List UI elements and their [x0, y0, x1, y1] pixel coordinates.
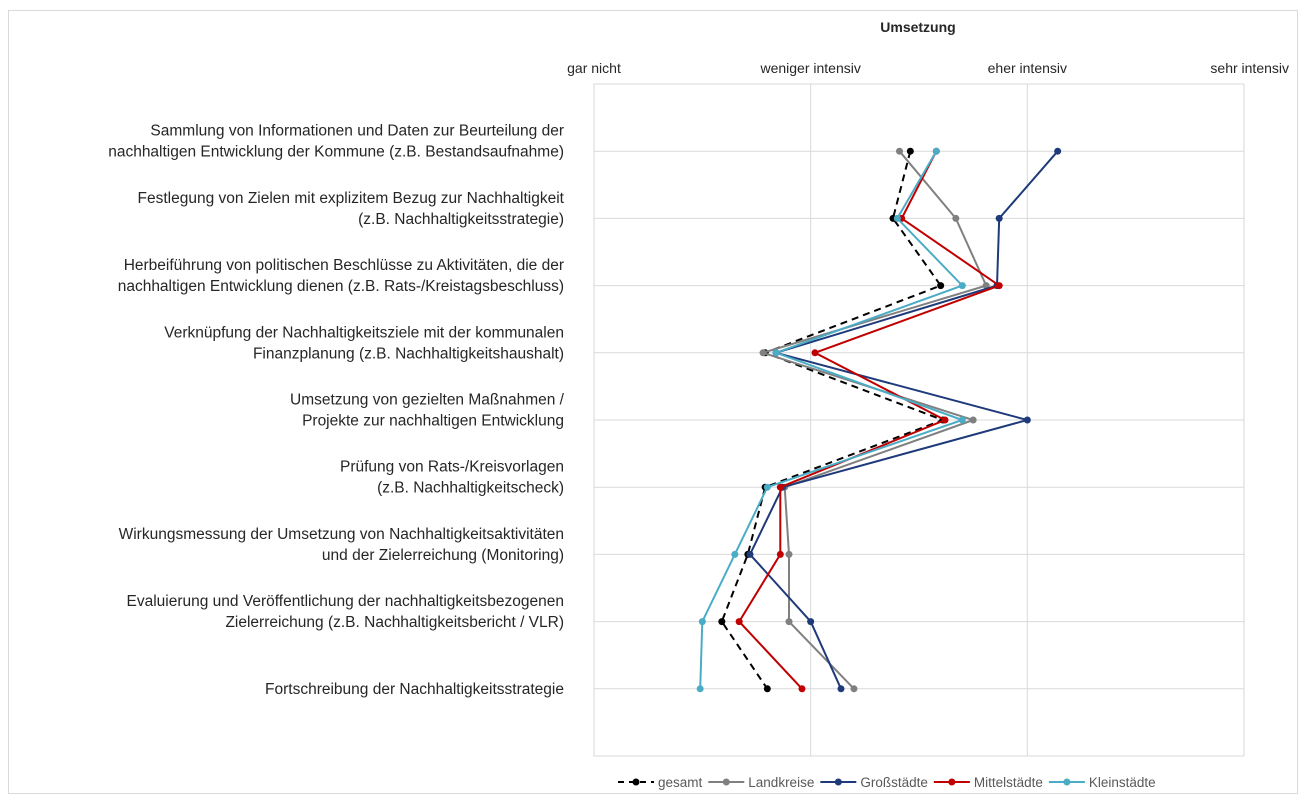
legend-label-gesamt: gesamt	[658, 775, 703, 790]
category-label: Prüfung von Rats-/Kreisvorlagen	[340, 459, 564, 476]
legend-marker-großstädte	[834, 778, 842, 786]
category-label: Zielerreichung (z.B. Nachhaltigkeitsberi…	[225, 614, 564, 631]
data-point-großstädte	[837, 685, 845, 693]
legend-marker-gesamt	[632, 778, 640, 786]
data-point-landkreise	[785, 550, 793, 558]
x-tick-label: sehr intensiv	[1210, 60, 1289, 76]
data-point-kleinstädte	[772, 349, 780, 357]
data-point-großstädte	[807, 618, 815, 626]
data-point-mittelstädte	[941, 416, 949, 424]
data-point-großstädte	[1023, 416, 1031, 424]
data-point-großstädte	[1054, 147, 1062, 155]
category-label: Verknüpfung der Nachhaltigkeitsziele mit…	[164, 324, 564, 341]
category-label: nachhaltigen Entwicklung der Kommune (z.…	[108, 144, 564, 161]
x-tick-label: weniger intensiv	[759, 60, 860, 76]
data-point-großstädte	[995, 214, 1003, 222]
data-point-landkreise	[969, 416, 977, 424]
data-point-kleinstädte	[893, 214, 901, 222]
data-point-kleinstädte	[696, 685, 704, 693]
data-point-kleinstädte	[932, 147, 940, 155]
x-tick-label: eher intensiv	[988, 60, 1067, 76]
category-label: Sammlung von Informationen und Daten zur…	[150, 123, 564, 140]
category-label: Fortschreibung der Nachhaltigkeitsstrate…	[265, 681, 564, 698]
data-point-kleinstädte	[731, 550, 739, 558]
category-label: nachhaltigen Entwicklung dienen (z.B. Ra…	[118, 278, 564, 295]
chart-frame	[8, 10, 1298, 794]
data-point-kleinstädte	[958, 282, 966, 290]
data-point-kleinstädte	[958, 416, 966, 424]
data-point-mittelstädte	[798, 685, 806, 693]
category-label: Projekte zur nachhaltigen Entwicklung	[302, 413, 564, 430]
data-point-landkreise	[952, 214, 960, 222]
legend-label-großstädte: Großstädte	[860, 775, 928, 790]
data-point-landkreise	[850, 685, 858, 693]
data-point-landkreise	[759, 349, 767, 357]
category-label: Festlegung von Zielen mit explizitem Bez…	[138, 190, 565, 207]
data-point-landkreise	[785, 618, 793, 626]
data-point-mittelstädte	[811, 349, 819, 357]
legend-marker-mittelstädte	[948, 778, 956, 786]
category-label: Wirkungsmessung der Umsetzung von Nachha…	[119, 526, 564, 543]
data-point-mittelstädte	[735, 618, 743, 626]
data-point-mittelstädte	[995, 282, 1003, 290]
chart-title: Umsetzung	[880, 19, 955, 35]
category-label: (z.B. Nachhaltigkeitscheck)	[377, 480, 564, 497]
data-point-gesamt	[718, 618, 726, 626]
legend-label-mittelstädte: Mittelstädte	[974, 775, 1043, 790]
data-point-großstädte	[746, 550, 754, 558]
data-point-mittelstädte	[776, 550, 784, 558]
category-label: Herbeiführung von politischen Beschlüsse…	[124, 257, 564, 274]
data-point-gesamt	[906, 147, 914, 155]
data-point-gesamt	[763, 685, 771, 693]
legend-marker-kleinstädte	[1063, 778, 1071, 786]
category-label: Evaluierung und Veröffentlichung der nac…	[127, 593, 564, 610]
data-point-gesamt	[937, 282, 945, 290]
category-label: Finanzplanung (z.B. Nachhaltigkeitshaush…	[253, 345, 564, 362]
category-label: Umsetzung von gezielten Maßnahmen /	[290, 392, 565, 409]
data-point-mittelstädte	[776, 483, 784, 491]
legend-marker-landkreise	[722, 778, 730, 786]
data-point-kleinstädte	[763, 483, 771, 491]
legend-label-landkreise: Landkreise	[748, 775, 814, 790]
category-label: (z.B. Nachhaltigkeitsstrategie)	[358, 211, 564, 228]
x-tick-label: gar nicht	[567, 60, 621, 76]
data-point-landkreise	[896, 147, 903, 155]
legend-label-kleinstädte: Kleinstädte	[1089, 775, 1156, 790]
data-point-kleinstädte	[698, 618, 706, 626]
category-label: und der Zielerreichung (Monitoring)	[322, 547, 564, 564]
